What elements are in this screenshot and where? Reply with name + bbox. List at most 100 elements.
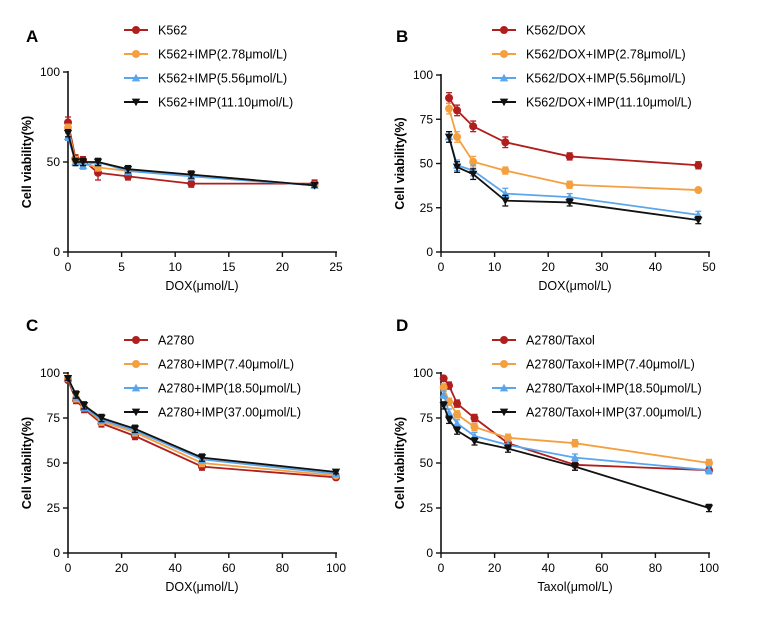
legend-label: A2780+IMP(7.40μmol/L) [158,358,294,372]
x-tick-label: 50 [702,260,716,274]
data-point [63,129,73,138]
legend-marker [131,98,141,107]
y-tick-label: 100 [40,366,60,380]
x-axis-title: DOX(μmol/L) [165,580,238,594]
y-tick-label: 25 [47,501,61,515]
legend-marker [499,383,509,392]
data-point [470,414,479,422]
x-tick-label: 0 [438,561,445,575]
data-point [453,399,462,408]
series-line [448,108,699,191]
panel-letter: B [396,27,408,46]
y-tick-label: 0 [426,245,433,259]
panel-letter: D [396,316,408,335]
y-tick-label: 25 [420,501,434,515]
panel-d: D 0 25 50 75 100 0 20 40 60 80 100 Taxol(μmol/L) Cell… [393,316,719,594]
data-point [452,163,462,172]
data-point [570,453,580,461]
legend: A2780/Taxol A2780/Taxol+IMP(7.40μmol/L) A2… [492,334,702,420]
data-point [93,158,103,167]
y-tick-label: 100 [40,65,60,79]
series-4 [63,375,341,477]
legend-marker [499,73,509,82]
y-tick-label: 0 [426,546,433,560]
legend-label: K562+IMP(11.10μmol/L) [158,96,293,110]
data-point [470,423,479,431]
legend: A2780 A2780+IMP(7.40μmol/L) A2780+IMP(18.5… [124,334,301,420]
series-line [448,136,699,222]
panel-a: A 0 50 100 0 5 10 15 20 25 DOX(μmol/L) Cell viabili… [20,24,343,294]
panel-c: C 0 25 50 75 100 0 20 40 60 80 100 DOX(μmol/L) Cell v… [20,316,346,594]
data-point [445,94,454,103]
series-4 [444,130,703,225]
legend-marker [499,98,509,107]
x-tick-label: 100 [326,561,346,575]
legend-label: A2780/Taxol+IMP(37.00μmol/L) [526,406,702,420]
x-tick-label: 60 [222,561,236,575]
x-tick-label: 20 [488,561,502,575]
legend-marker [500,26,508,34]
data-point [331,468,341,477]
data-point [469,122,478,131]
data-point [439,390,448,398]
x-tick-label: 40 [169,561,183,575]
x-tick-label: 10 [488,260,502,274]
legend-marker [132,360,140,368]
data-point [123,165,133,174]
legend-marker [499,408,509,417]
legend-label: K562/DOX [526,24,586,38]
legend-marker [131,73,141,82]
x-tick-label: 100 [699,561,719,575]
y-tick-label: 100 [413,366,433,380]
y-tick-label: 50 [420,456,434,470]
x-tick-label: 60 [595,561,609,575]
legend-label: K562 [158,24,187,38]
data-point [570,463,580,471]
legend-label: A2780/Taxol [526,334,595,348]
data-point [439,374,448,383]
legend-marker [500,360,508,368]
y-axis-title: Cell viability(%) [20,417,34,509]
x-tick-label: 80 [276,561,290,575]
data-point [704,504,714,513]
data-point [503,445,513,453]
y-tick-label: 25 [420,201,434,215]
y-tick-label: 0 [53,546,60,560]
data-point [705,459,713,467]
series-2 [445,102,703,195]
data-point [452,427,462,435]
series-4 [63,128,319,190]
data-point [504,433,512,442]
series-3 [439,390,714,475]
data-point [310,182,319,190]
y-tick-label: 100 [413,68,433,82]
panel-letter: A [26,27,38,46]
x-tick-label: 25 [329,260,343,274]
data-point [468,170,478,179]
data-point [439,402,448,410]
data-point [565,152,574,161]
data-point [704,466,714,474]
legend-label: A2780 [158,334,194,348]
legend-label: K562/DOX+IMP(11.10μmol/L) [526,96,692,110]
series-3 [63,132,319,189]
data-point [78,158,88,167]
x-tick-label: 0 [65,260,72,274]
data-point [694,216,703,225]
x-tick-label: 0 [438,260,445,274]
y-axis-title: Cell viability(%) [20,116,34,208]
data-point [197,454,207,462]
x-tick-label: 20 [542,260,556,274]
legend-marker [131,408,141,417]
data-point [130,425,140,433]
x-tick-label: 5 [118,260,125,274]
y-tick-label: 75 [420,411,434,425]
y-tick-label: 0 [53,245,60,259]
legend-marker [132,26,140,34]
y-tick-label: 50 [47,456,61,470]
legend-label: K562+IMP(5.56μmol/L) [158,72,287,86]
x-axis-title: DOX(μmol/L) [165,279,238,293]
series-1 [445,92,703,170]
data-point [63,375,73,383]
